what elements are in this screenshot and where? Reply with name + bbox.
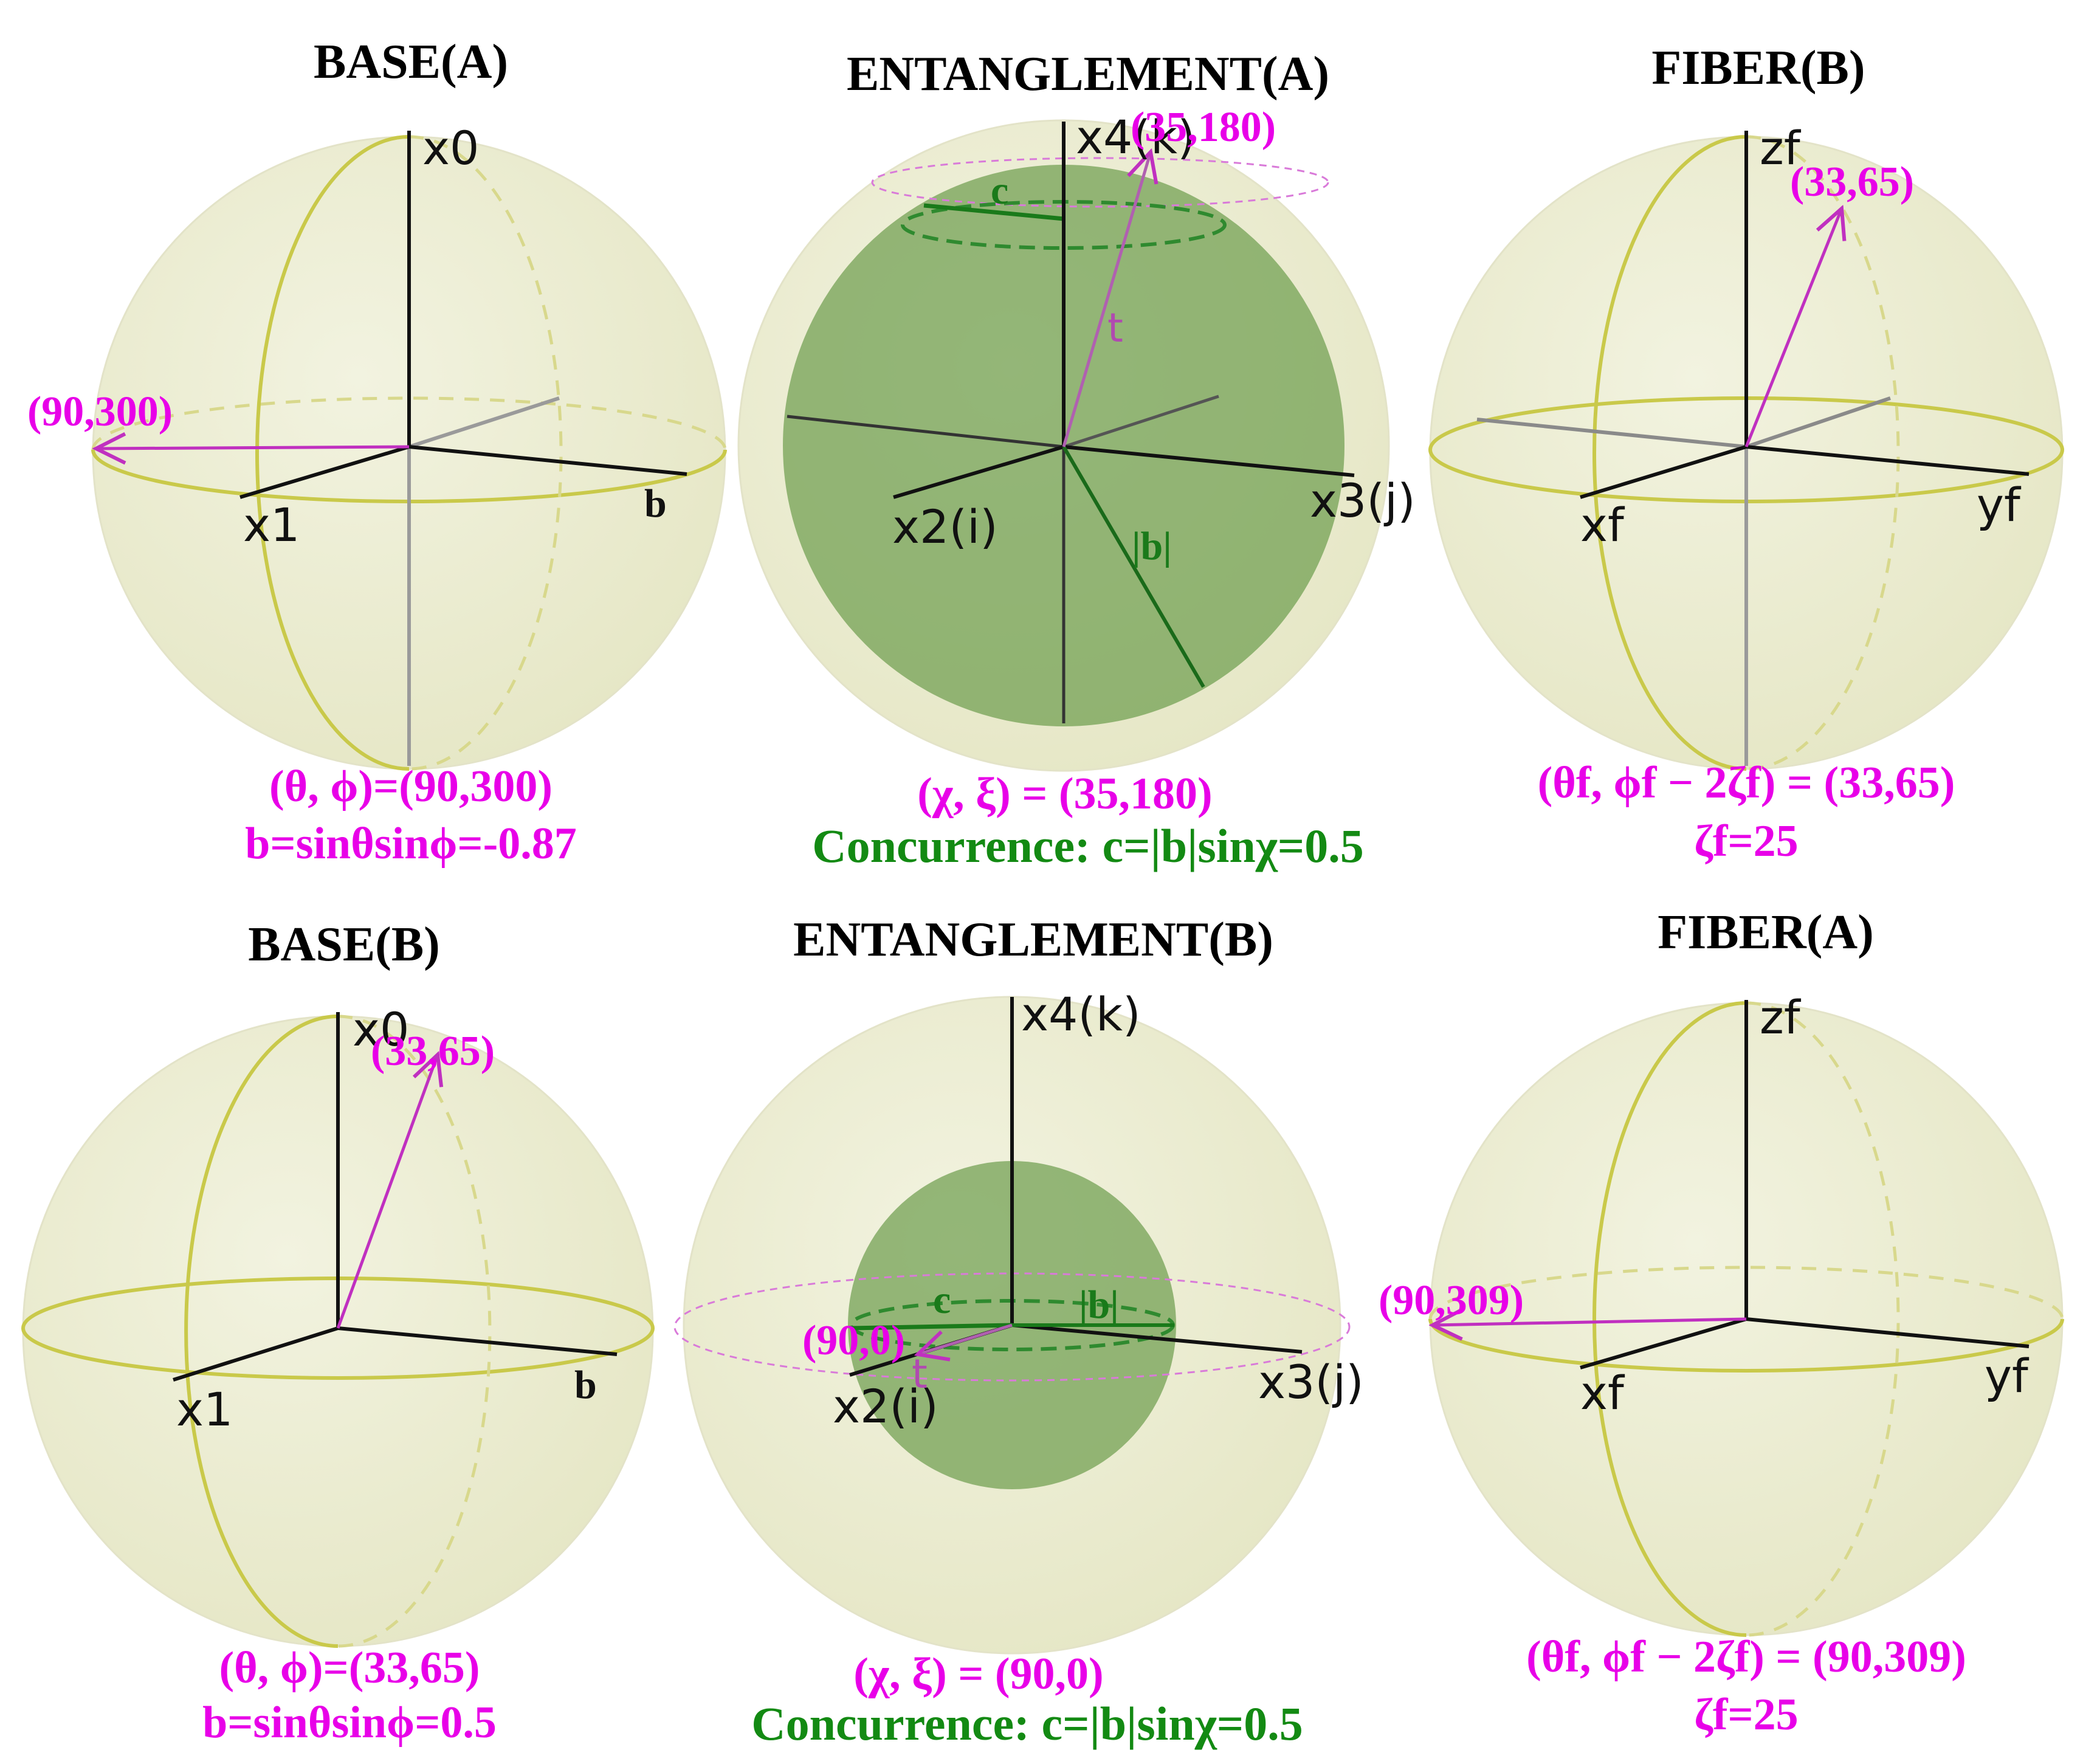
c-label: c	[933, 1278, 951, 1322]
caption-b-value: b=sinθsinϕ=0.5	[202, 1698, 497, 1748]
meridian-back	[408, 135, 563, 771]
panel-title: FIBER(A)	[1658, 906, 1874, 959]
panel-entanglement-b: ENTANGLEMENT(B) x4(k) x2(i) x3(j) (90,0)…	[673, 913, 1364, 1750]
panel-title: ENTANGLEMENT(B)	[793, 913, 1273, 966]
state-vector	[336, 1055, 438, 1329]
axis-label-x0: x0	[422, 121, 479, 175]
panel-title: BASE(A)	[314, 35, 508, 89]
axis-x3	[1011, 1323, 1303, 1354]
panel-fiber-b: FIBER(B) zf xf yf (33,65) (θf, ϕf − 2ζf)…	[1428, 41, 2064, 866]
meridian-front	[1592, 135, 1747, 771]
caption-b-value: b=sinθsinϕ=-0.87	[245, 819, 576, 869]
latitude-ring	[871, 157, 1329, 208]
axis-xf-back	[1476, 418, 1747, 449]
axis-label-x2: x2(i)	[833, 1379, 938, 1433]
panel-title: BASE(B)	[248, 918, 440, 971]
axis-label-yf: yf	[1985, 1349, 2030, 1403]
axis-b-back	[408, 396, 560, 449]
axis-back	[1063, 394, 1219, 449]
b-label: |b|	[1132, 524, 1172, 568]
point-label: (90,0)	[802, 1317, 905, 1364]
caption-zeta: ζf=25	[1694, 816, 1798, 866]
axis-x2	[893, 445, 1064, 499]
axis-label-b: b	[644, 481, 667, 526]
axis-label-xf: xf	[1580, 498, 1625, 552]
state-vector	[96, 447, 410, 449]
axis-yf	[1746, 1317, 2030, 1348]
axis-label-x1: x1	[243, 498, 300, 552]
axis-x1	[239, 445, 410, 499]
concurrence-radius	[923, 203, 1064, 221]
panel-base-a: BASE(A) x0 x1 b (90,300) (θ, ϕ)=(90,300)…	[27, 35, 727, 869]
panel-entanglement-a: ENTANGLEMENT(A) x4(k) x2(i) x3(j) (35,18…	[737, 47, 1416, 872]
axis-xf	[1580, 445, 1747, 499]
axis-b	[408, 445, 687, 476]
caption-concurrence: Concurrence: c=|b|sinχ=0.5	[751, 1697, 1303, 1750]
equator-front	[21, 1328, 655, 1380]
caption-concurrence: Concurrence: c=|b|sinχ=0.5	[812, 819, 1363, 872]
equator-front	[1428, 1318, 2064, 1373]
point-label: (35,180)	[1131, 104, 1276, 151]
b-radius-line	[1062, 446, 1205, 688]
panel-title: ENTANGLEMENT(A)	[847, 47, 1329, 101]
meridian-back	[337, 1015, 492, 1648]
panel-fiber-a: FIBER(A) zf xf yf (90,309) (θf, ϕf − 2ζf…	[1379, 906, 2064, 1740]
axis-label-x0: x0	[353, 1002, 409, 1056]
concurrence-radius	[850, 1323, 1013, 1331]
point-label: (33,65)	[371, 1028, 495, 1075]
caption-angles: (θf, ϕf − 2ζf) = (33,65)	[1538, 758, 1955, 808]
axis-label-b: b	[574, 1363, 597, 1407]
meridian-front	[255, 135, 410, 771]
axis-x3	[1063, 445, 1355, 477]
caption-zeta: ζf=25	[1694, 1690, 1798, 1740]
axis-label-x3: x3(j)	[1310, 474, 1416, 528]
axis-label-xf: xf	[1580, 1366, 1625, 1420]
axis-b	[337, 1326, 618, 1356]
axis-yf-back	[1746, 396, 1891, 449]
b-label: |b|	[1079, 1283, 1119, 1327]
axis-label-x1: x1	[176, 1382, 233, 1436]
caption-angles: (χ, ξ) = (90,0)	[853, 1649, 1103, 1699]
axis-yf	[1746, 445, 2030, 476]
caption-angles: (χ, ξ) = (35,180)	[917, 769, 1212, 819]
axis-label-x2: x2(i)	[892, 500, 998, 554]
meridian-front	[1592, 1001, 1747, 1637]
meridian-back	[1746, 1001, 1900, 1637]
state-vector	[1744, 208, 1842, 447]
point-label: (90,309)	[1379, 1277, 1524, 1324]
axis-back-left	[787, 415, 1064, 449]
axis-xf	[1580, 1317, 1747, 1370]
t-label: t	[1107, 305, 1123, 351]
t-label: t	[912, 1351, 928, 1397]
c-label: c	[991, 168, 1008, 213]
state-vector	[1433, 1319, 1747, 1325]
caption-angles: (θ, ϕ)=(90,300)	[269, 762, 553, 811]
caption-angles: (θ, ϕ)=(33,65)	[219, 1643, 480, 1693]
caption-angles: (θf, ϕf − 2ζf) = (90,309)	[1526, 1632, 1966, 1682]
point-label: (33,65)	[1790, 159, 1914, 205]
axis-label-zf: zf	[1760, 121, 1802, 175]
panel-base-b: BASE(B) x0 x1 b (33,65) (θ, ϕ)=(33,65) b…	[21, 918, 655, 1748]
meridian-back	[1746, 135, 1900, 771]
panel-title: FIBER(B)	[1651, 41, 1865, 95]
axis-label-x3: x3(j)	[1258, 1355, 1364, 1409]
axis-label-x4: x4(k)	[1076, 110, 1196, 164]
axis-label-zf: zf	[1760, 990, 1802, 1044]
axis-label-yf: yf	[1977, 478, 2022, 532]
point-label: (90,300)	[27, 388, 173, 435]
axis-x1	[173, 1326, 339, 1382]
meridian-front	[184, 1015, 339, 1648]
state-vector	[918, 1323, 1013, 1354]
axis-label-x4: x4(k)	[1021, 987, 1141, 1041]
state-vector	[1062, 152, 1151, 447]
